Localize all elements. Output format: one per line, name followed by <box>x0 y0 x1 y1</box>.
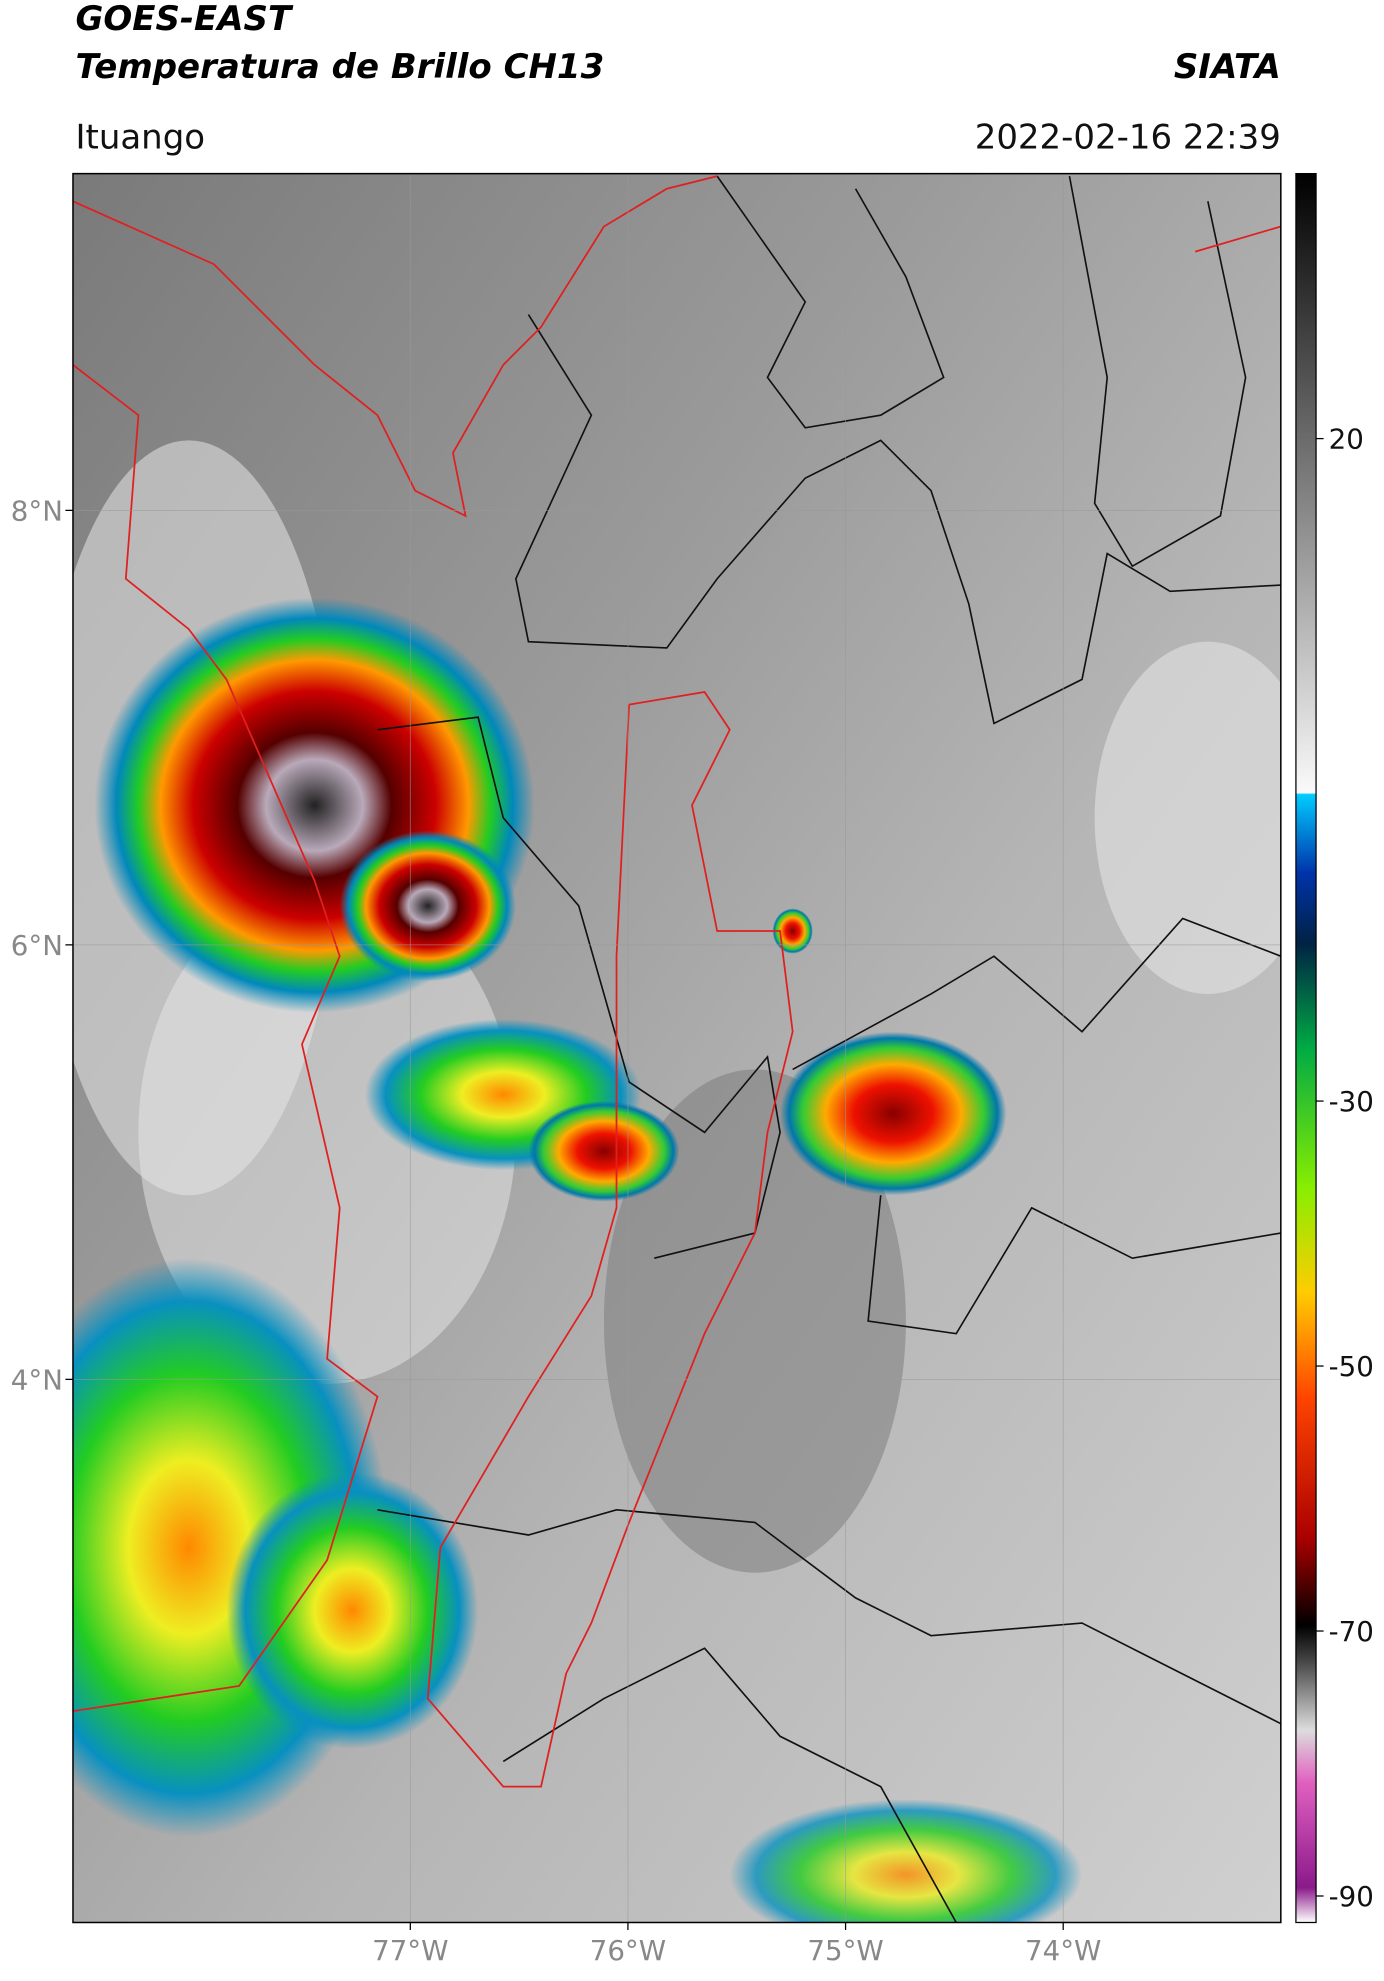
lon-tick-label: 75°W <box>807 1934 883 1967</box>
source: SIATA <box>1174 47 1281 87</box>
datetime: 2022-02-16 22:39 <box>975 117 1281 157</box>
lon-tick-label: 76°W <box>590 1934 666 1967</box>
lon-tick-label: 77°W <box>372 1934 448 1967</box>
colorbar-tick-label: 20 <box>1329 423 1364 456</box>
colorbar-tick-label: -30 <box>1329 1085 1374 1118</box>
colorbar-tick-label: -50 <box>1329 1350 1374 1383</box>
title: GOES-EAST <box>75 0 293 39</box>
colorbar-tick-label: -70 <box>1329 1615 1374 1648</box>
location: Ituango <box>75 117 205 157</box>
colorbar <box>1295 172 1317 1924</box>
subtitle: Temperatura de Brillo CH13 <box>75 47 604 87</box>
lat-tick-label: 6°N <box>11 929 63 962</box>
lat-tick-label: 4°N <box>11 1363 63 1396</box>
satellite-image <box>72 173 1281 1923</box>
colorbar-tick-label: -90 <box>1329 1880 1374 1913</box>
lat-tick-label: 8°N <box>11 494 63 527</box>
map-frame <box>72 172 1282 1924</box>
lon-tick-label: 74°W <box>1025 1934 1101 1967</box>
